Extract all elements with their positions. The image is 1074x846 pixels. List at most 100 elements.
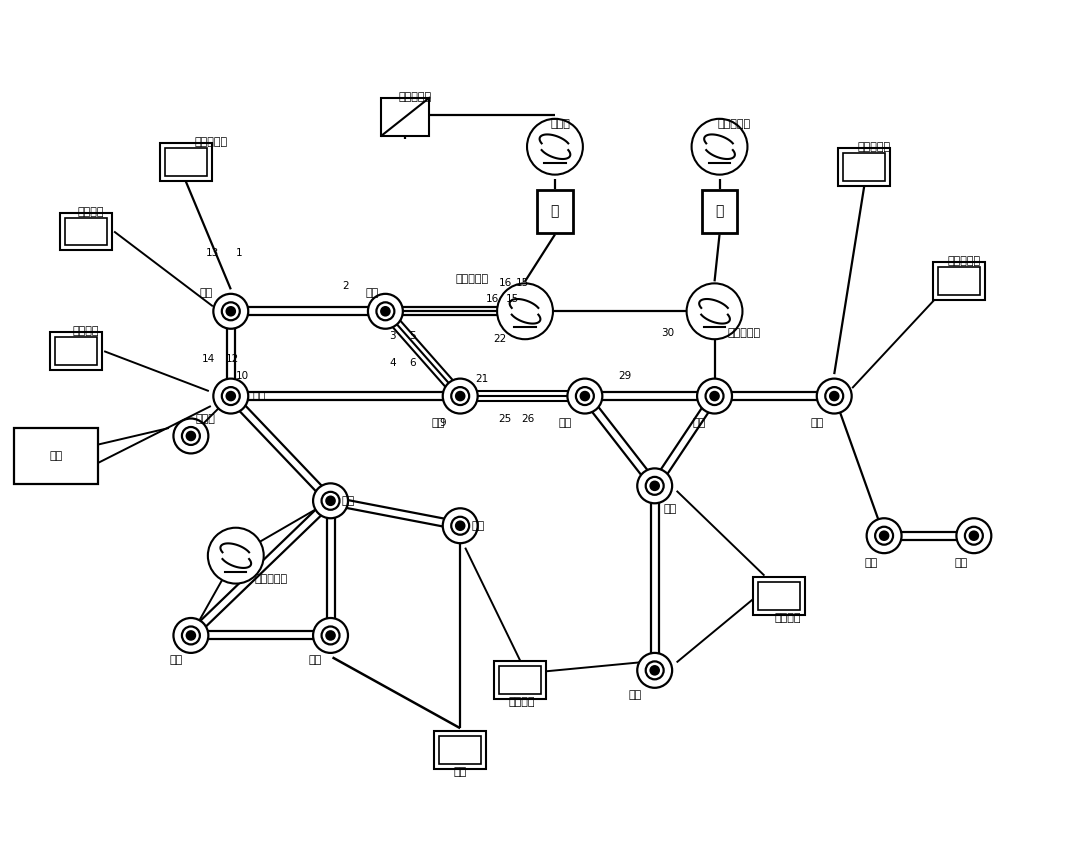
Circle shape <box>567 379 603 414</box>
Bar <box>933 262 985 300</box>
Bar <box>938 267 979 295</box>
Text: 5: 5 <box>409 332 416 341</box>
Bar <box>165 148 207 176</box>
Text: 15: 15 <box>506 294 519 305</box>
Text: 鲤鱼江电厂: 鲤鱼江电厂 <box>194 137 228 146</box>
Text: 12: 12 <box>227 354 240 364</box>
Text: 粤东: 粤东 <box>865 558 877 568</box>
Circle shape <box>581 392 589 400</box>
Text: 广西: 广西 <box>49 451 63 461</box>
Bar <box>66 217 107 245</box>
Text: 清城: 清城 <box>366 288 379 299</box>
Circle shape <box>957 519 991 553</box>
Text: 同和: 同和 <box>432 418 445 428</box>
Circle shape <box>697 379 732 414</box>
Text: 花都: 花都 <box>252 391 265 401</box>
Bar <box>50 332 102 371</box>
Bar <box>838 148 890 185</box>
Circle shape <box>326 631 335 640</box>
Bar <box>160 143 212 181</box>
Circle shape <box>314 483 348 519</box>
Circle shape <box>376 302 394 321</box>
Circle shape <box>321 492 339 510</box>
Text: 29: 29 <box>619 371 632 381</box>
Circle shape <box>645 477 664 495</box>
Text: 博罗换流站: 博罗换流站 <box>728 328 761 338</box>
Text: 25: 25 <box>498 414 511 424</box>
Circle shape <box>214 379 248 414</box>
Circle shape <box>875 527 894 545</box>
Circle shape <box>182 627 200 645</box>
Circle shape <box>527 118 583 174</box>
Circle shape <box>651 666 658 674</box>
Circle shape <box>451 517 469 535</box>
Text: 10: 10 <box>236 371 249 381</box>
Text: 木: 木 <box>715 205 724 218</box>
Text: 曲江: 曲江 <box>200 288 213 299</box>
Text: 木: 木 <box>551 205 560 218</box>
Bar <box>701 190 738 233</box>
Circle shape <box>227 392 235 400</box>
Bar <box>60 212 112 250</box>
Circle shape <box>182 427 200 445</box>
Circle shape <box>173 618 208 653</box>
Text: 惠州储能: 惠州储能 <box>774 613 800 624</box>
Text: 罗洞: 罗洞 <box>170 656 183 666</box>
Text: 1: 1 <box>235 249 242 258</box>
Circle shape <box>173 419 208 453</box>
Text: 宝丽华电厂: 宝丽华电厂 <box>857 142 890 151</box>
Text: 16: 16 <box>498 278 511 288</box>
Bar <box>434 731 487 769</box>
Text: 博罗: 博罗 <box>558 418 571 428</box>
Text: 云南: 云南 <box>453 767 467 777</box>
Circle shape <box>314 618 348 653</box>
Circle shape <box>686 283 742 339</box>
Circle shape <box>964 527 983 545</box>
Text: 30: 30 <box>662 328 674 338</box>
Bar <box>537 190 572 233</box>
Text: 潮州: 潮州 <box>955 558 968 568</box>
Circle shape <box>816 379 852 414</box>
Text: 贤令山: 贤令山 <box>195 414 216 424</box>
Text: 清远储能: 清远储能 <box>73 327 100 336</box>
Text: 增城: 增城 <box>628 690 641 700</box>
Text: 溪洛渡直流: 溪洛渡直流 <box>455 274 489 284</box>
Text: 坪石电厂: 坪石电厂 <box>78 206 104 217</box>
Text: 6: 6 <box>409 358 416 368</box>
Circle shape <box>222 302 240 321</box>
Circle shape <box>456 392 464 400</box>
Bar <box>843 152 885 181</box>
Text: 惠应: 惠应 <box>811 418 824 428</box>
Text: 灵规换: 灵规换 <box>550 118 570 129</box>
Text: 2: 2 <box>343 282 349 291</box>
Text: 13: 13 <box>206 249 219 258</box>
Circle shape <box>880 531 888 540</box>
Circle shape <box>497 283 553 339</box>
Circle shape <box>214 294 248 329</box>
Circle shape <box>970 531 978 540</box>
Text: 广州储能: 广州储能 <box>509 697 535 707</box>
Circle shape <box>368 294 403 329</box>
Bar <box>55 338 97 365</box>
Bar <box>758 581 800 609</box>
Circle shape <box>710 392 719 400</box>
Text: 溪洛渡电站: 溪洛渡电站 <box>398 92 432 102</box>
Circle shape <box>321 627 339 645</box>
Text: 横沥: 横沥 <box>663 503 677 514</box>
Text: 北郊: 北郊 <box>342 496 355 506</box>
Text: 21: 21 <box>476 374 489 384</box>
Text: 22: 22 <box>493 334 507 344</box>
Circle shape <box>451 387 469 405</box>
Text: 9: 9 <box>439 418 446 428</box>
Text: 三百门电厂: 三百门电厂 <box>947 256 981 266</box>
Circle shape <box>651 481 658 490</box>
Circle shape <box>187 631 195 640</box>
Bar <box>499 667 541 695</box>
Circle shape <box>637 469 672 503</box>
Circle shape <box>645 662 664 679</box>
Circle shape <box>867 519 901 553</box>
Circle shape <box>208 528 264 584</box>
Circle shape <box>825 387 843 405</box>
Text: 26: 26 <box>521 414 535 424</box>
Circle shape <box>576 387 594 405</box>
